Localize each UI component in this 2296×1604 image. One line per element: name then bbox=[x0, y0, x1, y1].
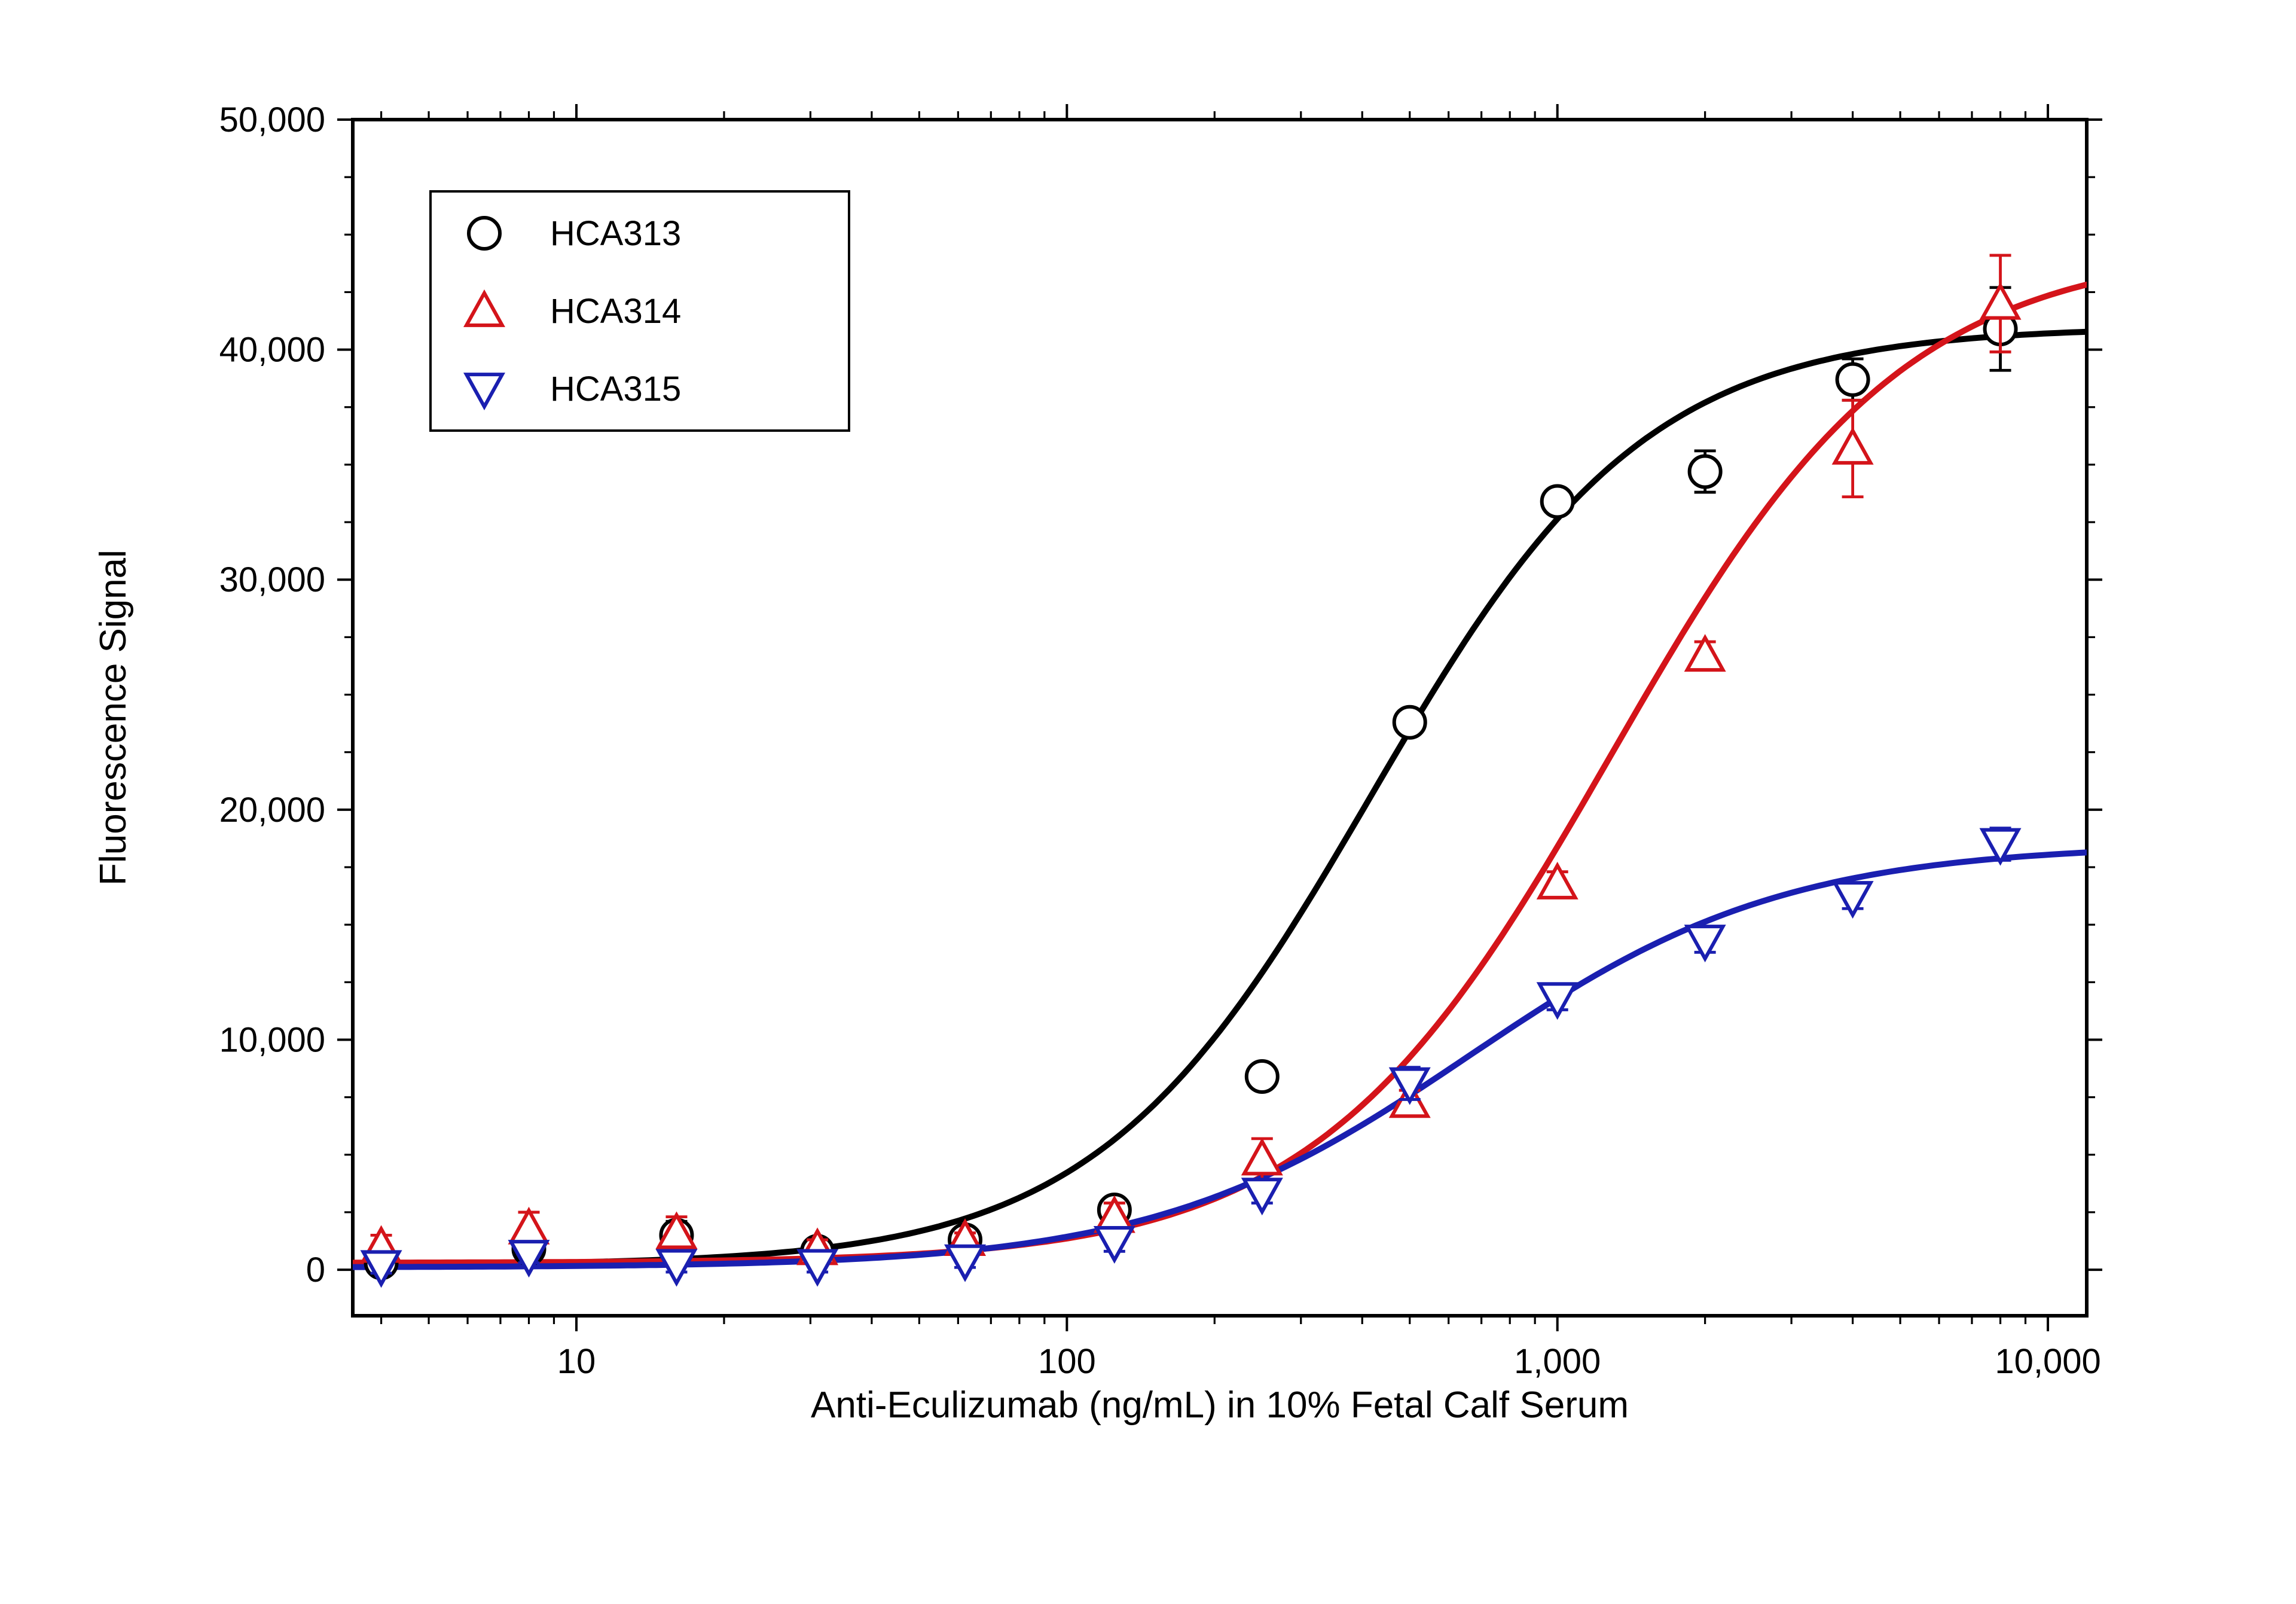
y-tick-label: 0 bbox=[306, 1251, 325, 1289]
legend-label: HCA313 bbox=[550, 214, 681, 253]
y-tick-label: 30,000 bbox=[219, 560, 325, 599]
x-tick-label: 1,000 bbox=[1514, 1342, 1601, 1381]
marker-circle bbox=[1690, 456, 1721, 487]
marker-circle bbox=[1247, 1061, 1278, 1092]
y-tick-label: 20,000 bbox=[219, 791, 325, 830]
y-tick-label: 40,000 bbox=[219, 331, 325, 370]
dose-response-chart: 10 100 1,000 10,000 Anti-Eculizumab (ng/mL) … bbox=[0, 0, 2296, 1604]
marker-circle bbox=[469, 218, 500, 249]
x-tick-label: 10 bbox=[557, 1342, 596, 1381]
legend-label: HCA314 bbox=[550, 292, 681, 331]
x-axis-label: Anti-Eculizumab (ng/mL) in 10% Fetal Cal… bbox=[811, 1385, 1629, 1426]
marker-circle bbox=[1394, 707, 1425, 738]
x-tick-label: 100 bbox=[1038, 1342, 1096, 1381]
y-tick-label: 50,000 bbox=[219, 100, 325, 139]
marker-circle bbox=[1837, 364, 1868, 395]
marker-circle bbox=[1542, 486, 1573, 517]
legend-label: HCA315 bbox=[550, 370, 681, 408]
x-tick-label: 10,000 bbox=[1995, 1342, 2100, 1381]
y-axis-label: Fluorescence Signal bbox=[93, 550, 134, 886]
y-tick-label: 10,000 bbox=[219, 1020, 325, 1059]
chart-bg bbox=[0, 0, 2296, 1604]
chart-container: 10 100 1,000 10,000 Anti-Eculizumab (ng/mL) … bbox=[0, 0, 2296, 1604]
